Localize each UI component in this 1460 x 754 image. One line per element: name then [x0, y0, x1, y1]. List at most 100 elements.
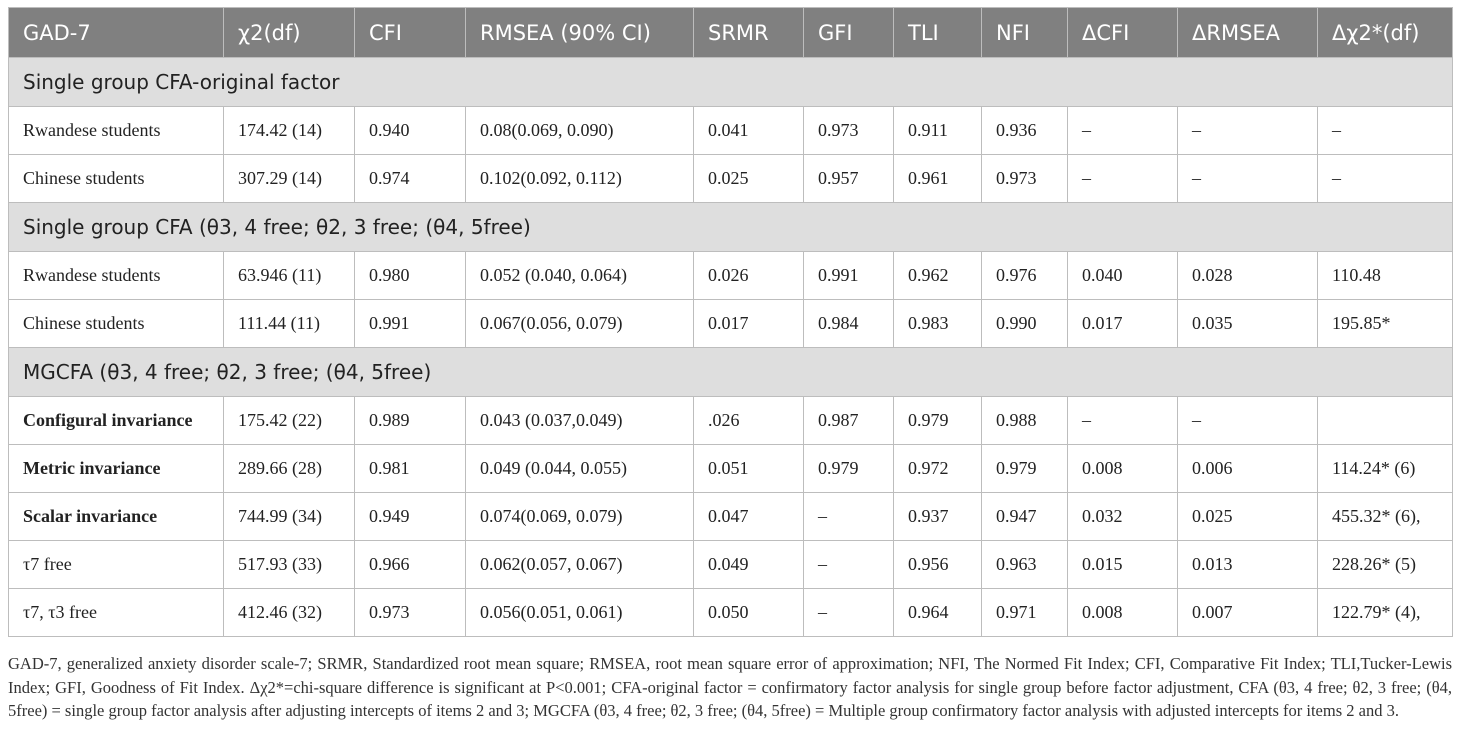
table-cell: 0.991: [354, 299, 466, 348]
table-cell: 0.979: [981, 444, 1068, 493]
header-srmr: SRMR: [693, 7, 804, 58]
table-cell: 0.971: [981, 588, 1068, 637]
row-label: Scalar invariance: [8, 492, 224, 541]
section-header-row: Single group CFA (θ3, 4 free; θ2, 3 free…: [8, 202, 1453, 252]
fit-indices-table: GAD-7 χ2(df) CFI RMSEA (90% CI) SRMR GFI…: [8, 7, 1453, 637]
table-cell: –: [1317, 154, 1453, 203]
row-label: Chinese students: [8, 154, 224, 203]
table-row: Metric invariance 289.66 (28) 0.981 0.04…: [8, 444, 1453, 493]
table-cell: 0.940: [354, 106, 466, 155]
table-row: Scalar invariance 744.99 (34) 0.949 0.07…: [8, 492, 1453, 541]
table-cell: 0.025: [1177, 492, 1318, 541]
table-cell: 174.42 (14): [223, 106, 355, 155]
header-rmsea: RMSEA (90% CI): [465, 7, 694, 58]
section-title: Single group CFA-original factor: [8, 57, 1453, 107]
table-cell: 0.964: [893, 588, 982, 637]
table-cell: 0.991: [803, 251, 894, 300]
table-row: Rwandese students 63.946 (11) 0.980 0.05…: [8, 251, 1453, 300]
table-row: τ7 free 517.93 (33) 0.966 0.062(0.057, 0…: [8, 540, 1453, 589]
table-cell: 228.26* (5): [1317, 540, 1453, 589]
table-cell: –: [1177, 396, 1318, 445]
header-nfi: NFI: [981, 7, 1068, 58]
table-cell: 0.013: [1177, 540, 1318, 589]
table-cell: 0.050: [693, 588, 804, 637]
row-label: τ7, τ3 free: [8, 588, 224, 637]
table-cell: 114.24* (6): [1317, 444, 1453, 493]
header-chi2-df: χ2(df): [223, 7, 355, 58]
table-cell: 0.008: [1067, 588, 1178, 637]
table-cell: 0.006: [1177, 444, 1318, 493]
table-cell: 0.026: [693, 251, 804, 300]
table-cell: 122.79* (4),: [1317, 588, 1453, 637]
header-gfi: GFI: [803, 7, 894, 58]
table-cell: 0.028: [1177, 251, 1318, 300]
table-cell: 0.008: [1067, 444, 1178, 493]
table-cell: 0.015: [1067, 540, 1178, 589]
table-cell: 0.973: [981, 154, 1068, 203]
table-cell: 0.976: [981, 251, 1068, 300]
table-cell: –: [1067, 154, 1178, 203]
table-cell: 289.66 (28): [223, 444, 355, 493]
table-cell: 0.937: [893, 492, 982, 541]
table-cell: 195.85*: [1317, 299, 1453, 348]
table-cell: –: [1067, 396, 1178, 445]
row-label: Rwandese students: [8, 251, 224, 300]
header-tli: TLI: [893, 7, 982, 58]
section-title: MGCFA (θ3, 4 free; θ2, 3 free; (θ4, 5fre…: [8, 347, 1453, 397]
table-cell: 0.973: [803, 106, 894, 155]
table-cell: 0.08(0.069, 0.090): [465, 106, 694, 155]
table-cell: 0.989: [354, 396, 466, 445]
table-cell: 63.946 (11): [223, 251, 355, 300]
table-cell: 0.974: [354, 154, 466, 203]
table-cell: 0.966: [354, 540, 466, 589]
table-cell: 0.979: [803, 444, 894, 493]
table-cell: 0.051: [693, 444, 804, 493]
table-cell: .026: [693, 396, 804, 445]
table-cell: 744.99 (34): [223, 492, 355, 541]
table-cell: 111.44 (11): [223, 299, 355, 348]
table-cell: –: [1177, 106, 1318, 155]
table-cell: 0.067(0.056, 0.079): [465, 299, 694, 348]
table-cell: 175.42 (22): [223, 396, 355, 445]
header-gad7: GAD-7: [8, 7, 224, 58]
table-cell: –: [1317, 106, 1453, 155]
table-cell: –: [803, 492, 894, 541]
table-cell: 0.990: [981, 299, 1068, 348]
header-row: GAD-7 χ2(df) CFI RMSEA (90% CI) SRMR GFI…: [8, 7, 1453, 58]
table-cell: 0.984: [803, 299, 894, 348]
row-label: Rwandese students: [8, 106, 224, 155]
table-cell: 0.035: [1177, 299, 1318, 348]
section-title: Single group CFA (θ3, 4 free; θ2, 3 free…: [8, 202, 1453, 252]
table-row: Rwandese students 174.42 (14) 0.940 0.08…: [8, 106, 1453, 155]
table-cell: 0.074(0.069, 0.079): [465, 492, 694, 541]
header-delta-rmsea: ΔRMSEA: [1177, 7, 1318, 58]
table-cell: –: [803, 540, 894, 589]
table-cell: 0.957: [803, 154, 894, 203]
table-cell: 0.980: [354, 251, 466, 300]
fit-indices-table-container: GAD-7 χ2(df) CFI RMSEA (90% CI) SRMR GFI…: [8, 7, 1453, 637]
table-row: τ7, τ3 free 412.46 (32) 0.973 0.056(0.05…: [8, 588, 1453, 637]
header-delta-chi2: Δχ2*(df): [1317, 7, 1453, 58]
table-cell: [1317, 396, 1453, 445]
table-cell: 0.988: [981, 396, 1068, 445]
table-cell: 0.956: [893, 540, 982, 589]
table-cell: 0.032: [1067, 492, 1178, 541]
table-cell: 0.962: [893, 251, 982, 300]
table-cell: 0.047: [693, 492, 804, 541]
table-cell: 0.062(0.057, 0.067): [465, 540, 694, 589]
table-cell: 307.29 (14): [223, 154, 355, 203]
table-cell: –: [1067, 106, 1178, 155]
table-cell: 0.981: [354, 444, 466, 493]
table-cell: 110.48: [1317, 251, 1453, 300]
table-cell: 0.987: [803, 396, 894, 445]
table-cell: 0.961: [893, 154, 982, 203]
table-cell: 517.93 (33): [223, 540, 355, 589]
table-row: Chinese students 111.44 (11) 0.991 0.067…: [8, 299, 1453, 348]
row-label: Chinese students: [8, 299, 224, 348]
row-label: Configural invariance: [8, 396, 224, 445]
table-cell: 0.049 (0.044, 0.055): [465, 444, 694, 493]
table-cell: 0.972: [893, 444, 982, 493]
table-cell: 0.041: [693, 106, 804, 155]
table-cell: –: [1177, 154, 1318, 203]
table-cell: 0.911: [893, 106, 982, 155]
